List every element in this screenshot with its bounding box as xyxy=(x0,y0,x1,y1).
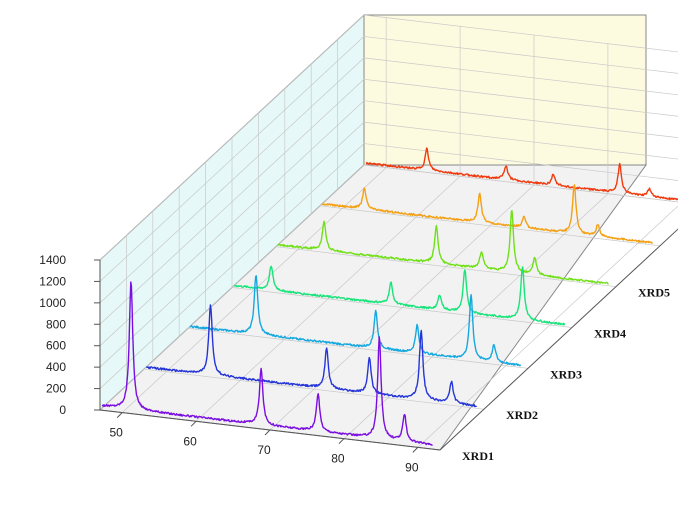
y-tick-label: 0 xyxy=(59,403,66,417)
floor-gridline xyxy=(319,205,661,247)
x-tick-label: 50 xyxy=(109,426,123,440)
y-tick-label: 400 xyxy=(46,360,66,374)
floor-gridline xyxy=(275,246,617,288)
axes xyxy=(94,228,678,453)
y-tick-label: 1000 xyxy=(39,296,66,310)
series-line-xrd7 xyxy=(365,147,678,201)
series-label-xrd1: XRD1 xyxy=(462,449,494,463)
y-tick-label: 1400 xyxy=(39,253,66,267)
y-tick-label: 800 xyxy=(46,317,66,331)
x-tick-label: 70 xyxy=(257,443,271,457)
labels: 02004006008001000120014005060708090XRD7X… xyxy=(39,253,670,474)
series-line-xrd5 xyxy=(277,210,609,285)
series-line-xrd3 xyxy=(189,275,522,367)
x-tick xyxy=(264,429,271,436)
x-tick-label: 80 xyxy=(331,452,345,466)
depth-axis-line xyxy=(439,228,678,451)
floor-gridline xyxy=(363,164,678,203)
back-wall xyxy=(363,14,647,166)
y-tick-label: 200 xyxy=(46,382,66,396)
x-tick xyxy=(412,447,419,453)
x-tick xyxy=(338,438,345,445)
series-label-xrd4: XRD4 xyxy=(594,327,626,341)
floor-gridline xyxy=(231,287,573,328)
series-line-xrd6 xyxy=(321,184,654,244)
y-tick-label: 600 xyxy=(46,339,66,353)
series-label-xrd5: XRD5 xyxy=(638,286,670,300)
x-tick xyxy=(116,412,123,418)
series-line-xrd2 xyxy=(146,304,478,408)
y-tick-label: 1200 xyxy=(39,274,66,288)
floor-gridline xyxy=(187,327,529,369)
x-tick-label: 60 xyxy=(183,434,197,448)
x-tick xyxy=(190,420,197,427)
floor-gridline xyxy=(143,368,485,410)
series-traces xyxy=(101,147,678,446)
series-label-xrd3: XRD3 xyxy=(550,367,582,381)
series-line-xrd1 xyxy=(101,281,433,446)
series-line-xrd4 xyxy=(233,265,566,326)
x-tick-label: 90 xyxy=(405,460,419,474)
series-label-xrd2: XRD2 xyxy=(506,408,538,422)
